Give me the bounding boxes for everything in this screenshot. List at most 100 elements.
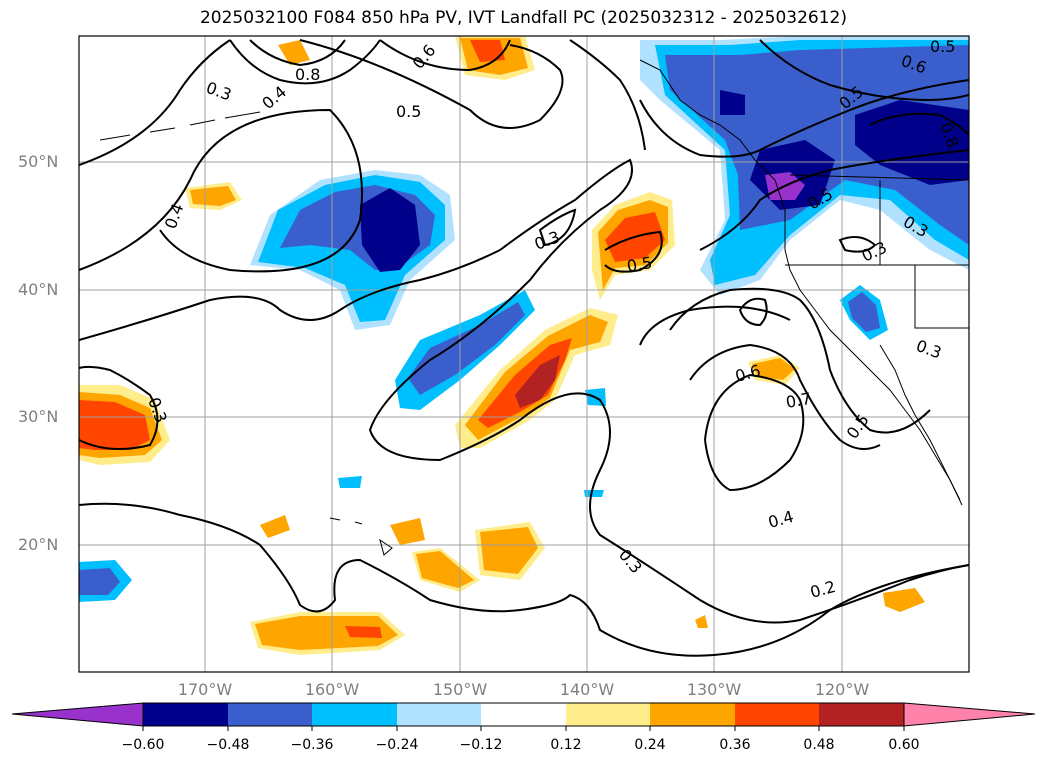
lon-label: 130°W: [686, 680, 742, 699]
shade-pos-small1: [260, 515, 290, 538]
shade-neg-cp-dark: [360, 188, 420, 272]
contour-0.5-ca: [669, 287, 931, 434]
shade-neg-ca-m: [848, 292, 880, 332]
contour-label: 0.2: [808, 577, 838, 602]
contour-ring: [738, 297, 768, 327]
contour-0.5-main: [299, 39, 564, 129]
contour-label: 0.8: [295, 65, 320, 84]
shade-pos-w-red: [79, 400, 150, 450]
baja-coast: [879, 344, 961, 501]
shade-neg-small: [338, 476, 362, 488]
colorbar-bin: [650, 703, 735, 726]
contour-0.4-ca: [639, 305, 791, 346]
contour-top4: [569, 39, 646, 151]
shade-pos-top-red: [470, 40, 505, 62]
lon-label: 150°W: [432, 680, 488, 699]
lon-label: 160°W: [304, 680, 360, 699]
colorbar-tick-label: 0.24: [634, 737, 666, 753]
shade-pos-se: [883, 588, 925, 612]
map-frame: [78, 35, 970, 673]
colorbar-tick-label: −0.48: [206, 737, 250, 753]
contour-label: 0.5: [396, 102, 421, 121]
shade-pos-tl: [278, 40, 310, 65]
graticule: [79, 36, 969, 672]
contour-label: 0.3: [859, 238, 890, 266]
colorbar-tick-label: −0.24: [375, 737, 419, 753]
contour-bc3: [759, 39, 969, 102]
coastlines: [99, 59, 969, 556]
contour-ring2: [838, 235, 877, 253]
contour-0.5-inner: [538, 208, 577, 247]
shade-pos-170w-o: [190, 186, 236, 206]
colorbar-tick-label: −0.60: [121, 737, 165, 753]
colorbar-bin: [228, 703, 312, 726]
contour-label: 0.4: [161, 201, 188, 231]
lat-label: 30°N: [18, 407, 59, 426]
map-title: 2025032100 F084 850 hPa PV, IVT Landfall…: [199, 8, 847, 28]
contour-0.7-ca: [704, 373, 805, 492]
colorbar-bin: [481, 703, 566, 726]
contour-label: 0.7: [784, 389, 812, 412]
colorbar-tick-label: −0.12: [459, 737, 503, 753]
contour-0.5-ne: [604, 230, 663, 273]
contour-label: 0.6: [409, 41, 440, 73]
contour-label: 0.5: [843, 411, 873, 443]
pv-shading: [79, 36, 969, 655]
lon-label: 140°W: [559, 680, 615, 699]
contour-label: 0.5: [930, 37, 955, 56]
lon-label: 120°W: [814, 680, 870, 699]
colorbar-extend-min: [11, 702, 144, 727]
shade-pos-ca-o: [752, 358, 795, 380]
hawaii: [329, 517, 393, 556]
colorbar-bin: [312, 703, 397, 726]
shade-pos-hawaii3: [390, 518, 425, 545]
colorbar: [11, 702, 1036, 731]
shade-pos-south-o: [255, 616, 398, 650]
contour-label: 0.4: [766, 507, 796, 532]
colorbar-tick-label: −0.36: [290, 737, 334, 753]
colorbar-tick-label: 0.12: [550, 737, 582, 753]
shade-pos-tiny: [695, 615, 708, 628]
contour-bc1: [639, 79, 969, 158]
lat-label: 50°N: [18, 152, 59, 171]
lat-label: 40°N: [18, 280, 59, 299]
contour-label: 0.3: [615, 545, 646, 577]
aleutians: [99, 111, 261, 141]
contour-label: 0.3: [914, 336, 944, 363]
contour-label: 0.3: [532, 227, 562, 254]
colorbar-outline: [142, 702, 905, 727]
contour-top2: [249, 39, 346, 67]
shade-pos-hawaii1o: [480, 527, 538, 574]
shade-neg-sw-m: [79, 568, 120, 595]
contour-label: 0.5: [625, 253, 653, 276]
colorbar-bin: [397, 703, 481, 726]
shade-pos-south-r: [345, 626, 382, 638]
shade-neg-st-mid: [408, 302, 525, 395]
contour-0.3-nw: [79, 39, 231, 166]
colorbar-bin: [143, 703, 228, 726]
pv-contours: [79, 39, 969, 657]
contour-label: 0.6: [733, 361, 763, 386]
shade-neg-small3: [584, 490, 604, 497]
north-america-coast: [639, 59, 963, 506]
contour-bc2: [699, 149, 969, 251]
colorbar-bin: [566, 703, 650, 726]
colorbar-tick-label: 0.48: [803, 737, 835, 753]
lat-label: 20°N: [18, 535, 59, 554]
contour-label: 0.3: [204, 78, 234, 105]
colorbar-tick-label: 0.60: [888, 737, 920, 753]
contour-0.2-south: [79, 502, 969, 657]
canada-border: [789, 174, 969, 181]
state-border-3: [914, 265, 969, 329]
contour-w-0.3: [79, 365, 159, 450]
contour-bc4: [869, 112, 969, 136]
contour-0.6-ca: [689, 343, 881, 450]
contour-top1: [229, 39, 381, 85]
contour-0.4-nw: [79, 108, 363, 273]
contour-top3: [379, 39, 511, 72]
shade-pos-st-darkred: [515, 355, 560, 408]
colorbar-bin: [819, 703, 904, 726]
lon-label: 170°W: [177, 680, 233, 699]
colorbar-bin: [735, 703, 819, 726]
